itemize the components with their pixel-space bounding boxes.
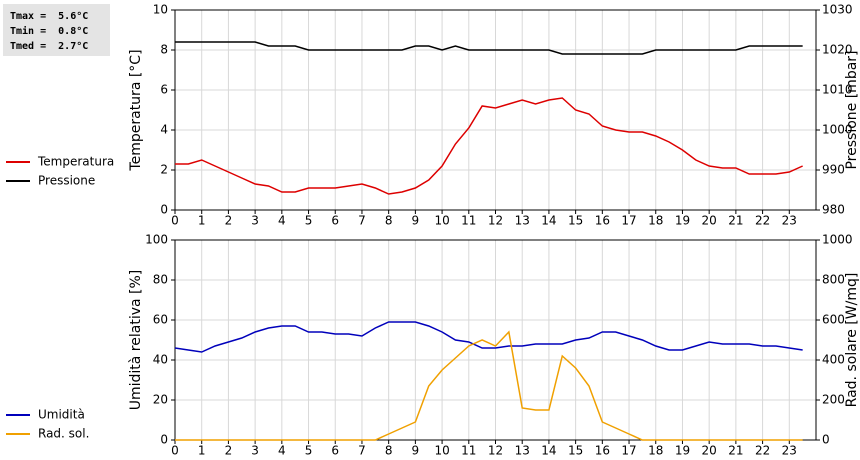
- x-tick-label: 18: [648, 444, 663, 458]
- plot-frame: [174, 9, 817, 211]
- x-tick-label: 11: [461, 214, 476, 228]
- y-tick-label: 80: [153, 273, 168, 287]
- data-line: [175, 97, 803, 195]
- y2-tick-label: 1020: [822, 43, 853, 57]
- legend-label: Temperatura: [37, 155, 114, 169]
- x-tick-label: 13: [515, 444, 530, 458]
- legend-label: Pressione: [38, 174, 95, 188]
- x-tick-label: 0: [171, 444, 179, 458]
- y2-tick-label: 600: [822, 313, 845, 327]
- y2-tick-label: 1010: [822, 83, 853, 97]
- x-tick-label: 20: [702, 444, 717, 458]
- x-tick-label: 5: [305, 214, 313, 228]
- x-tick-label: 1: [198, 214, 206, 228]
- data-line: [175, 330, 803, 441]
- legend-label: Umidità: [38, 408, 85, 422]
- x-tick-label: 15: [568, 444, 583, 458]
- y-tick-label: 0: [160, 433, 168, 447]
- x-tick-label: 5: [305, 444, 313, 458]
- y2-tick-label: 980: [822, 203, 845, 217]
- x-tick-label: 6: [331, 214, 339, 228]
- plot-frame: [174, 239, 817, 441]
- x-tick-label: 12: [488, 444, 503, 458]
- y-tick-label: 100: [145, 233, 168, 247]
- y2-tick-label: 990: [822, 163, 845, 177]
- y-axis-label: Temperatura [°C]: [128, 49, 144, 171]
- x-tick-label: 1: [198, 444, 206, 458]
- x-tick-label: 14: [541, 214, 556, 228]
- y2-axis-label: Rad. solare [W/mq]: [844, 273, 860, 408]
- x-tick-label: 17: [621, 444, 636, 458]
- stat-tmin: Tmin = 0.8°C: [10, 25, 88, 37]
- y-tick-label: 0: [160, 203, 168, 217]
- x-tick-label: 23: [782, 444, 797, 458]
- x-tick-label: 12: [488, 214, 503, 228]
- y2-tick-label: 0: [822, 433, 830, 447]
- y-tick-label: 20: [153, 393, 168, 407]
- y-tick-label: 2: [160, 163, 168, 177]
- x-tick-label: 19: [675, 444, 690, 458]
- x-tick-label: 8: [385, 444, 393, 458]
- stats-box: [3, 4, 110, 56]
- x-tick-label: 7: [358, 444, 366, 458]
- y2-tick-label: 400: [822, 353, 845, 367]
- x-tick-label: 18: [648, 214, 663, 228]
- x-tick-label: 0: [171, 214, 179, 228]
- data-line: [174, 321, 803, 353]
- x-tick-label: 13: [515, 214, 530, 228]
- x-tick-label: 10: [434, 444, 449, 458]
- legend-label: Rad. sol.: [38, 427, 89, 441]
- stat-tmax: Tmax = 5.6°C: [10, 11, 88, 22]
- x-tick-label: 4: [278, 214, 286, 228]
- x-tick-label: 10: [434, 214, 449, 228]
- x-tick-label: 16: [595, 444, 610, 458]
- y-tick-label: 60: [153, 313, 168, 327]
- x-tick-label: 23: [782, 214, 797, 228]
- x-tick-label: 20: [702, 214, 717, 228]
- x-tick-label: 21: [728, 214, 743, 228]
- x-tick-label: 7: [358, 214, 366, 228]
- y2-tick-label: 200: [822, 393, 845, 407]
- x-tick-label: 21: [728, 444, 743, 458]
- x-tick-label: 9: [412, 214, 420, 228]
- x-tick-label: 17: [621, 214, 636, 228]
- x-tick-label: 4: [278, 444, 286, 458]
- y-axis-label: Umidità relativa [%]: [128, 270, 144, 411]
- y-tick-label: 4: [160, 123, 168, 137]
- x-tick-label: 22: [755, 214, 770, 228]
- x-tick-label: 3: [251, 214, 259, 228]
- x-tick-label: 14: [541, 444, 556, 458]
- y-tick-label: 40: [153, 353, 168, 367]
- x-tick-label: 22: [755, 444, 770, 458]
- x-tick-label: 19: [675, 214, 690, 228]
- x-tick-label: 8: [385, 214, 393, 228]
- x-tick-label: 9: [412, 444, 420, 458]
- x-tick-label: 15: [568, 214, 583, 228]
- y2-tick-label: 1000: [822, 123, 853, 137]
- y2-tick-label: 1030: [822, 3, 853, 17]
- y-tick-label: 10: [153, 3, 168, 17]
- x-tick-label: 16: [595, 214, 610, 228]
- y2-tick-label: 800: [822, 273, 845, 287]
- y-tick-label: 8: [160, 43, 168, 57]
- x-tick-label: 11: [461, 444, 476, 458]
- x-tick-label: 2: [225, 214, 233, 228]
- y2-tick-label: 1000: [822, 233, 853, 247]
- x-tick-label: 3: [251, 444, 259, 458]
- x-tick-label: 6: [331, 444, 339, 458]
- y-tick-label: 6: [160, 83, 168, 97]
- x-tick-label: 2: [225, 444, 233, 458]
- data-line: [175, 41, 803, 55]
- y2-axis-label: Pressione [mbar]: [844, 50, 860, 169]
- stat-tmed: Tmed = 2.7°C: [10, 41, 88, 52]
